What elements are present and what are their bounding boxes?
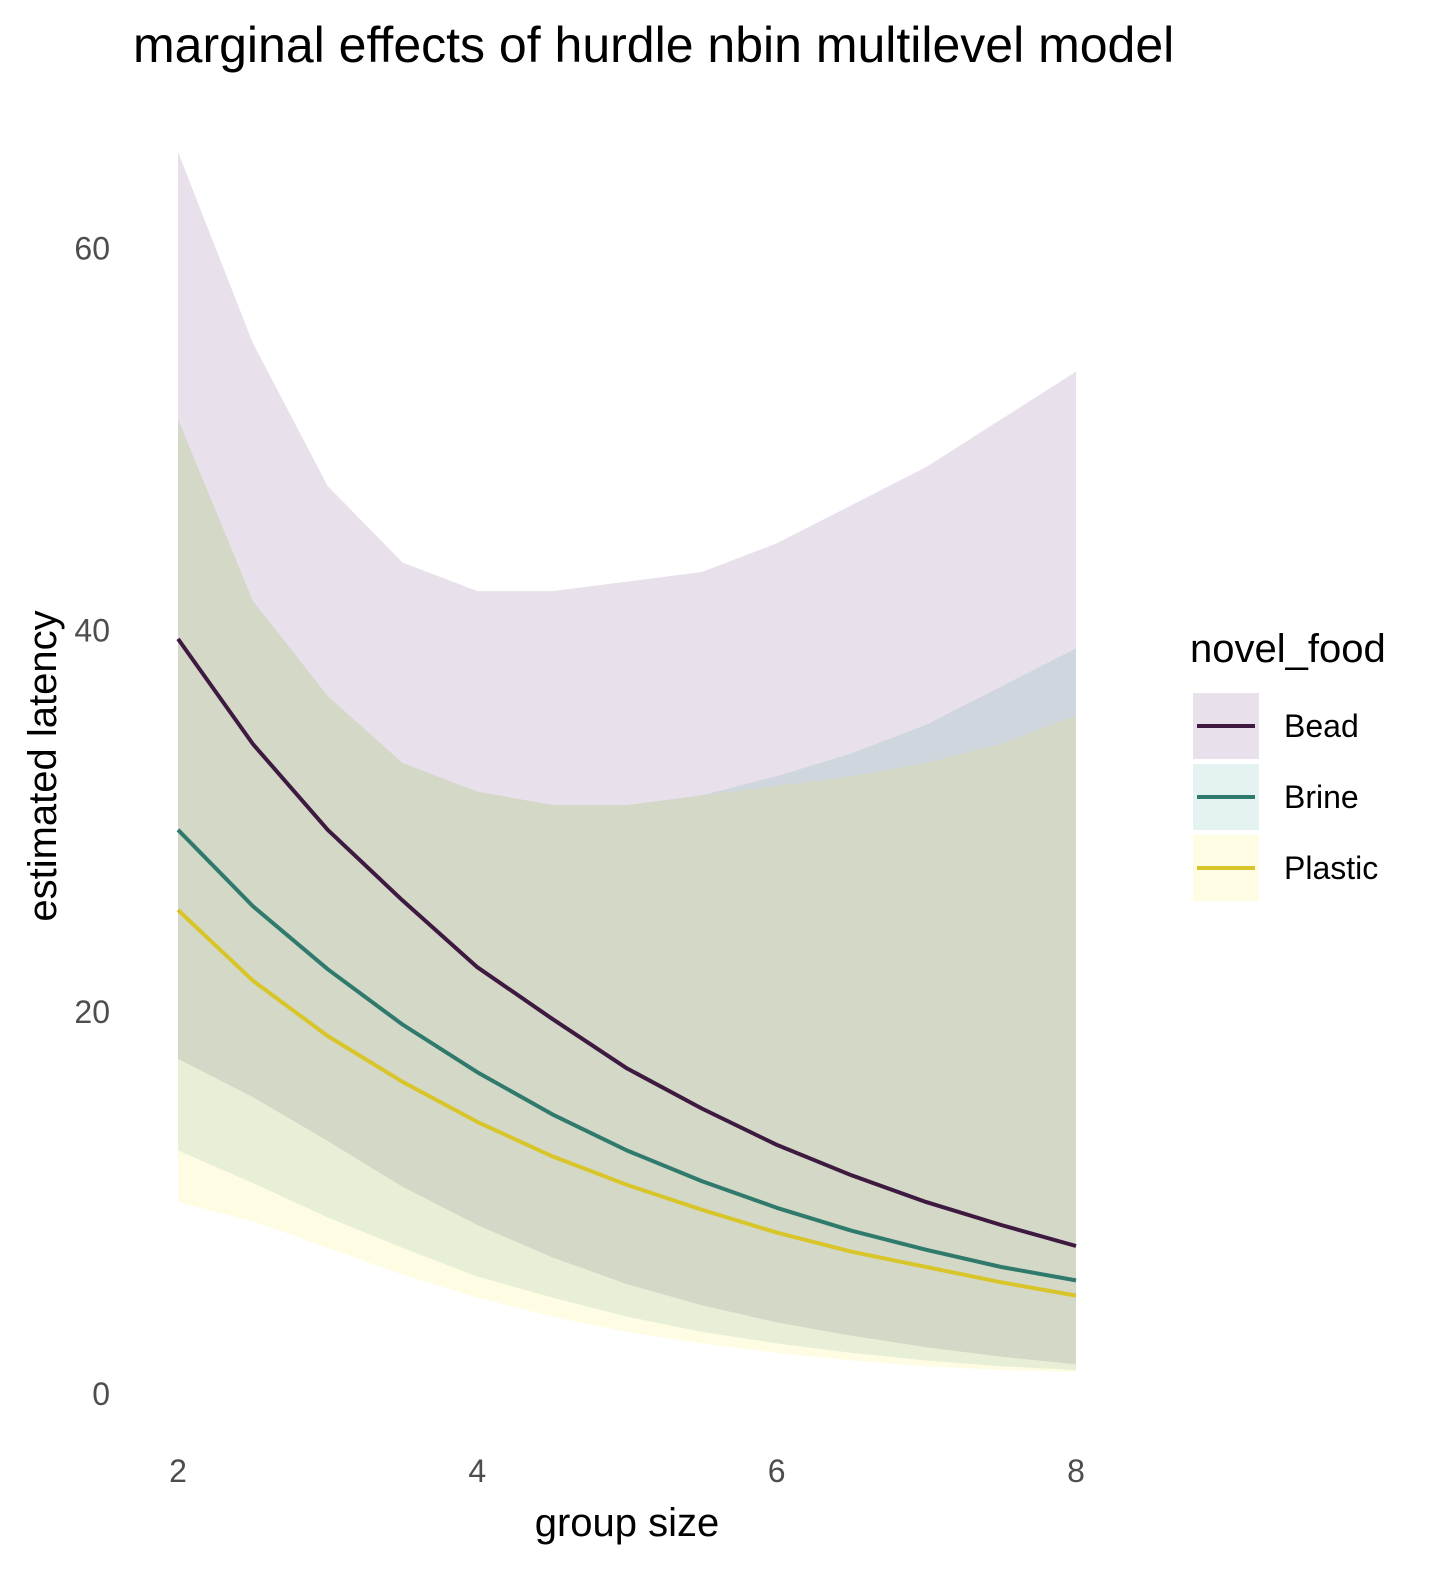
y-tick-label: 0 [92,1376,110,1412]
legend-label-plastic: Plastic [1284,850,1378,886]
line-bead [176,637,1077,1248]
y-axis-ticks: 0 20 40 60 [74,230,110,1412]
x-tick-label: 4 [468,1453,486,1489]
ribbon-bead [178,152,1076,1365]
y-tick-label: 40 [74,612,110,648]
series-lines [176,637,1077,1298]
x-tick-label: 2 [169,1453,187,1489]
y-tick-label: 60 [74,230,110,266]
y-axis-title: estimated latency [21,610,65,921]
x-tick-label: 8 [1067,1453,1085,1489]
legend-title: novel_food [1190,627,1386,671]
legend-label-bead: Bead [1284,708,1359,744]
legend-label-brine: Brine [1284,779,1359,815]
chart-title: marginal effects of hurdle nbin multilev… [133,17,1174,73]
ribbon-plastic [178,419,1076,1372]
x-axis-ticks: 2 4 6 8 [169,1453,1085,1489]
x-tick-label: 6 [768,1453,786,1489]
line-plastic [176,908,1077,1298]
x-axis-title: group size [535,1501,720,1545]
line-brine [176,828,1077,1283]
ribbon-brine [178,419,1076,1371]
y-tick-label: 20 [74,994,110,1030]
legend: novel_food Bead Brine Plastic [1190,627,1386,901]
confidence-ribbons [178,152,1076,1372]
